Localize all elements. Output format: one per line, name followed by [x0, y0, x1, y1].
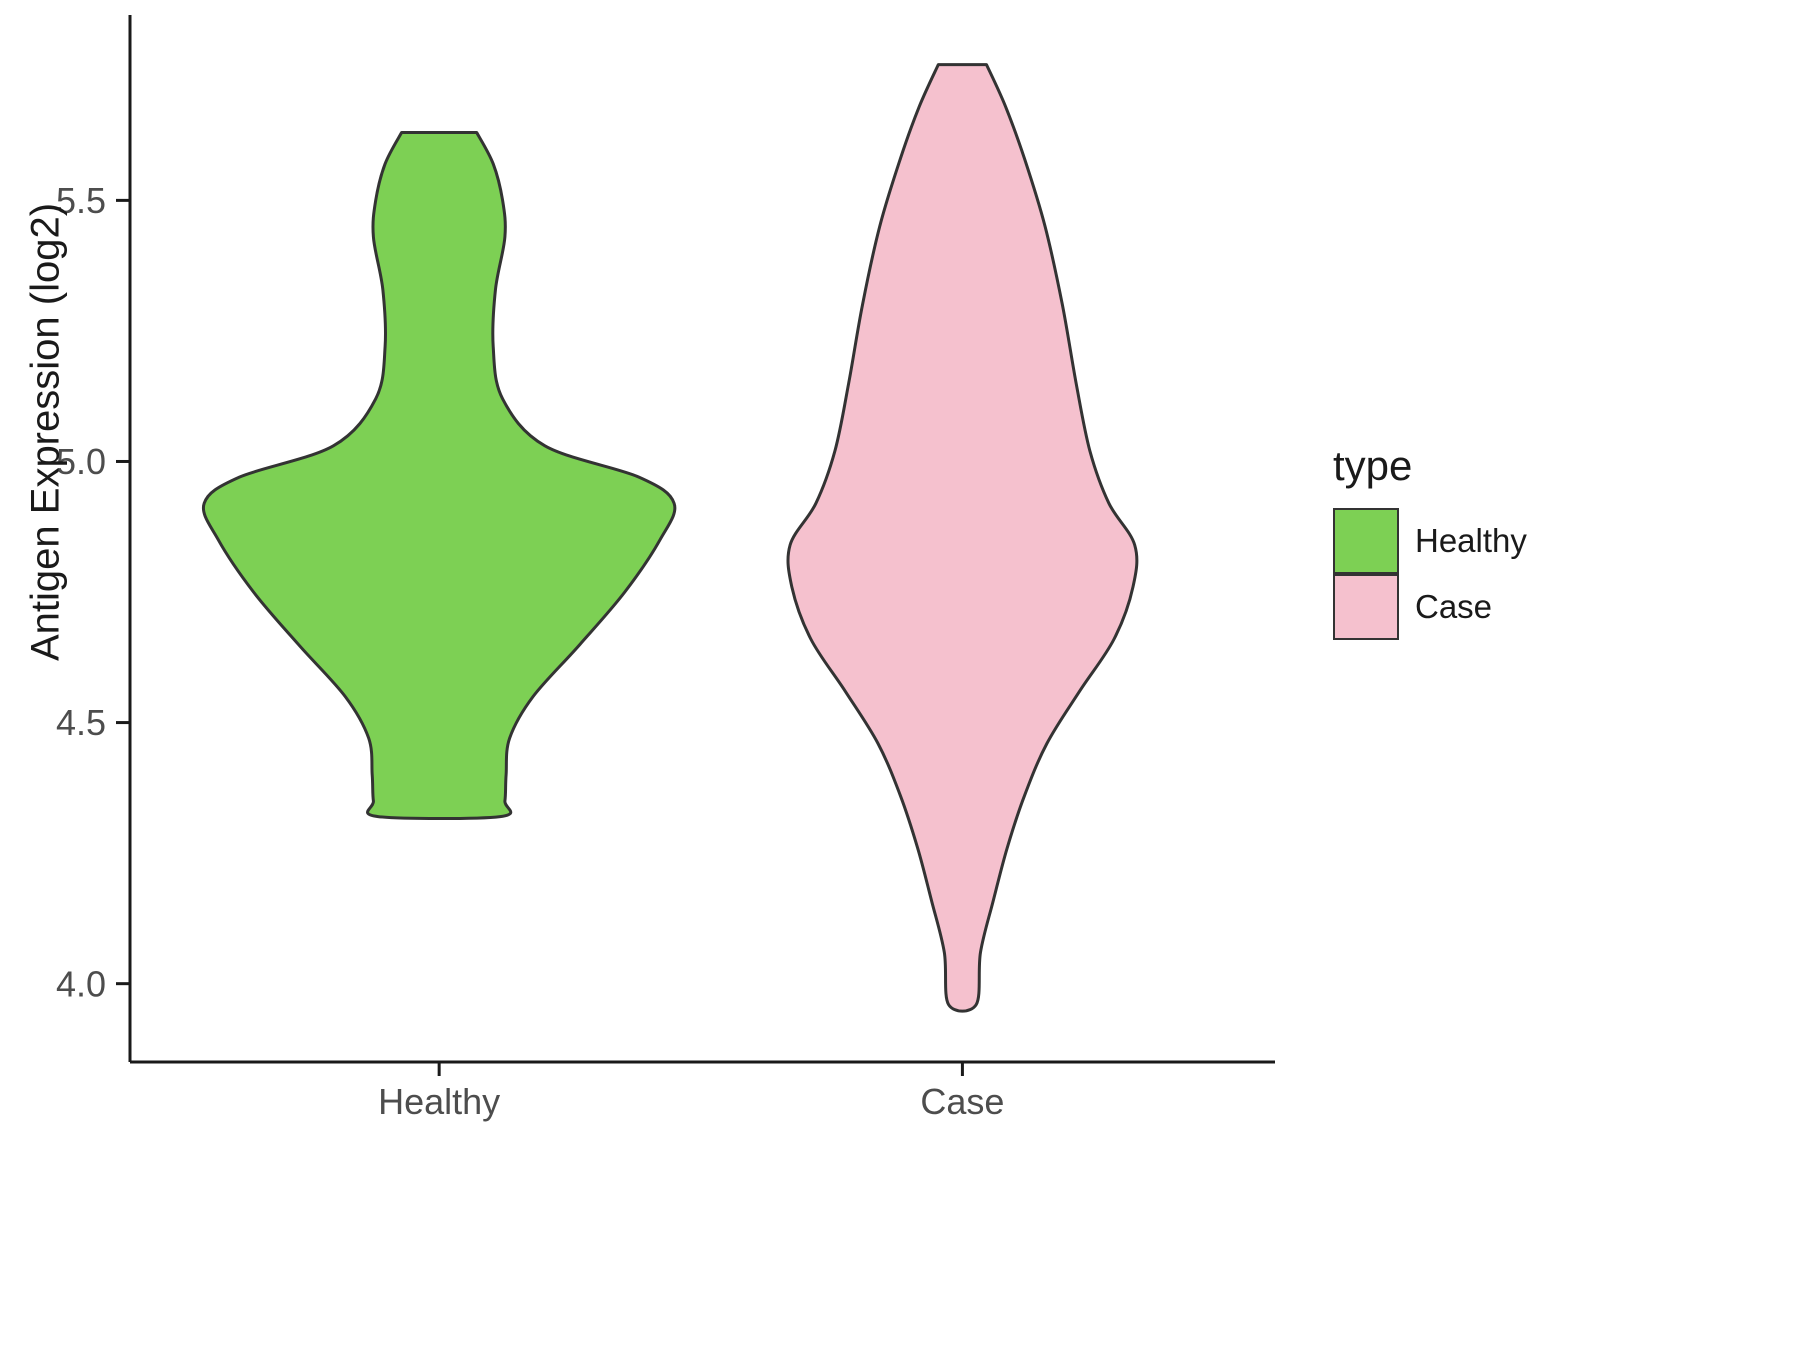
y-tick-label: 4.5	[56, 702, 106, 743]
legend-item-healthy: Healthy	[1333, 508, 1527, 574]
legend-item-case: Case	[1333, 574, 1527, 640]
legend-swatch-case	[1333, 574, 1399, 640]
violin-healthy	[201, 131, 677, 821]
legend-label: Healthy	[1415, 522, 1527, 559]
x-tick-label: Case	[920, 1081, 1004, 1122]
legend-label: Case	[1415, 588, 1493, 625]
y-tick-label: 5.5	[56, 180, 106, 221]
legend-title: type	[1333, 442, 1413, 489]
y-axis-title: Antigen Expression (log2)	[23, 202, 68, 662]
x-tick-label: Healthy	[378, 1081, 500, 1122]
legend: type Healthy Case	[1333, 442, 1527, 640]
violin-case	[786, 63, 1139, 1013]
y-tick-label: 5.0	[56, 441, 106, 482]
legend-items: Healthy Case	[1333, 508, 1527, 640]
legend-swatch-healthy	[1333, 508, 1399, 574]
y-tick-label: 4.0	[56, 963, 106, 1004]
